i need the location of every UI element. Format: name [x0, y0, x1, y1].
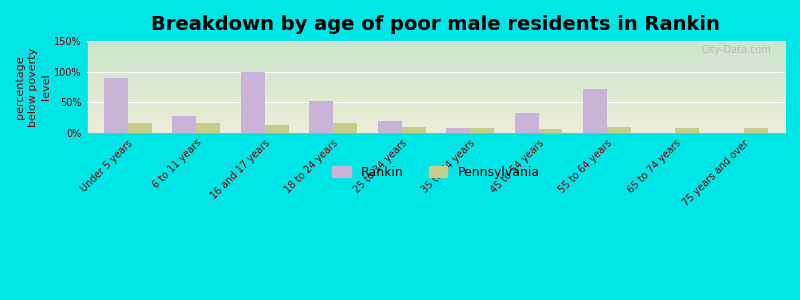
Bar	[446, 128, 470, 133]
Bar	[128, 123, 152, 133]
Bar	[333, 123, 357, 133]
Bar	[172, 116, 196, 133]
Bar	[104, 78, 128, 133]
Bar	[514, 113, 538, 133]
Bar	[744, 128, 768, 133]
Title: Breakdown by age of poor male residents in Rankin: Breakdown by age of poor male residents …	[151, 15, 720, 34]
Bar	[675, 128, 699, 133]
Bar	[607, 127, 631, 133]
Bar	[196, 123, 220, 133]
Bar	[309, 101, 333, 133]
Bar	[402, 127, 426, 133]
Bar	[378, 121, 402, 133]
Legend: Rankin, Pennsylvania: Rankin, Pennsylvania	[327, 161, 545, 184]
Y-axis label: percentage
below poverty
level: percentage below poverty level	[15, 47, 51, 127]
Bar	[583, 89, 607, 133]
Text: City-Data.com: City-Data.com	[702, 45, 771, 55]
Bar	[265, 125, 289, 133]
Bar	[470, 128, 494, 133]
Bar	[241, 72, 265, 133]
Bar	[538, 129, 562, 133]
